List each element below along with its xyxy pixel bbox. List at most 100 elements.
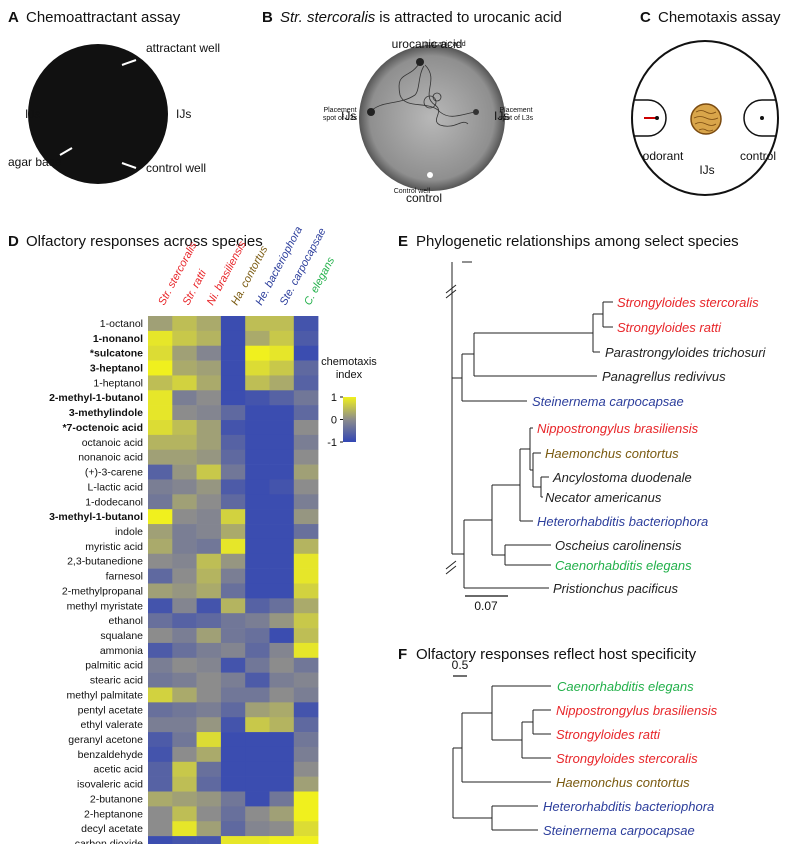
- heatmap-cell: [196, 598, 222, 614]
- heatmap-cell: [269, 360, 295, 376]
- heatmap-cell: [172, 509, 197, 525]
- heatmap-cell: [293, 420, 319, 436]
- photo-label: IJs: [494, 109, 509, 123]
- heatmap-cell: [148, 330, 173, 347]
- control-dot: [760, 116, 764, 120]
- heatmap-cell: [245, 642, 270, 659]
- heatmap-cell: [172, 390, 197, 406]
- heatmap-cell: [293, 330, 319, 347]
- heatmap-cell: [220, 806, 246, 822]
- heatmap-cell: [148, 583, 173, 599]
- heatmap-cell: [245, 583, 270, 599]
- heatmap-cell: [196, 434, 222, 451]
- panel-letter: D: [8, 233, 19, 250]
- heatmap-cell: [196, 390, 222, 406]
- colorbar-tick-label: -1: [327, 437, 337, 449]
- panel-letter: B: [262, 9, 273, 26]
- ijs-texture: [693, 110, 719, 132]
- heatmap-cell: [269, 524, 295, 540]
- heatmap-cell: [196, 657, 222, 673]
- heatmap-cell: [172, 568, 197, 584]
- heatmap-cell: [148, 568, 173, 584]
- heatmap-cell: [245, 553, 270, 569]
- heatmap-cell: [220, 821, 246, 837]
- tree-branch: [521, 721, 551, 759]
- heatmap-cell: [245, 613, 270, 629]
- assay-label: odorant: [643, 149, 684, 163]
- heatmap-cell: [148, 449, 173, 465]
- tree-branch: [452, 519, 549, 589]
- heatmap-cell: [293, 464, 319, 480]
- heatmap-cell: [196, 717, 222, 733]
- row-label: acetic acid: [93, 764, 143, 776]
- row-label: pentyl acetate: [78, 704, 144, 716]
- row-label: 1-octanol: [100, 318, 143, 330]
- row-label: 2-methyl-1-butanol: [49, 392, 143, 404]
- species-label: Nippostrongylus brasiliensis: [537, 421, 699, 436]
- heatmap-cell: [220, 420, 246, 436]
- heatmap-cell: [293, 390, 319, 406]
- heatmap-cell: [196, 613, 222, 629]
- heatmap-cell: [245, 509, 270, 525]
- heatmap-cell: [148, 836, 173, 849]
- heatmap-cell: [269, 776, 295, 792]
- row-label: 2,3-butanedione: [67, 556, 143, 568]
- heatmap-cell: [269, 345, 295, 361]
- heatmap-cell: [196, 761, 222, 777]
- heatmap-cell: [269, 479, 295, 495]
- heatmap-cell: [269, 717, 295, 733]
- heatmap-cell: [196, 420, 222, 436]
- heatmap-cell: [172, 524, 197, 540]
- heatmap-cell: [293, 791, 319, 807]
- heatmap-cell: [293, 538, 319, 555]
- heatmap-cell: [269, 375, 295, 391]
- heatmap-cell: [245, 538, 270, 555]
- tree-branch: [452, 747, 492, 819]
- row-label: methyl myristate: [67, 600, 144, 612]
- heatmap-cell: [269, 613, 295, 629]
- assay-label: control: [740, 149, 776, 163]
- colorbar-title-line: chemotaxis: [321, 356, 377, 368]
- heatmap-cell: [245, 316, 270, 332]
- heatmap-cell: [293, 657, 319, 673]
- heatmap-cell: [148, 553, 173, 569]
- heatmap-cell: [220, 330, 246, 347]
- heatmap-cell: [293, 628, 319, 644]
- heatmap-cell: [172, 732, 197, 748]
- heatmap-cell: [196, 538, 222, 555]
- heatmap-cell: [172, 702, 197, 718]
- heatmap-cell: [148, 806, 173, 822]
- heatmap-cell: [148, 657, 173, 673]
- species-label: Strongyloides stercoralis: [556, 751, 698, 766]
- heatmap-cell: [269, 672, 295, 688]
- heatmap-cell: [196, 568, 222, 584]
- species-label: Steinernema carpocapsae: [543, 823, 695, 838]
- heatmap-cell: [172, 806, 197, 822]
- row-label: 1-dodecanol: [85, 496, 143, 508]
- heatmap-cell: [196, 776, 222, 792]
- heatmap-cell: [269, 791, 295, 807]
- annotation-line: urocanic acid: [424, 41, 465, 48]
- heatmap-cell: [293, 375, 319, 391]
- heatmap-cell: [245, 464, 270, 480]
- row-label: 2-butanone: [90, 793, 143, 805]
- heatmap-cell: [172, 316, 197, 332]
- species-label: Panagrellus redivivus: [602, 369, 726, 384]
- species-label: Necator americanus: [545, 490, 662, 505]
- heatmap-cell: [269, 836, 295, 849]
- heatmap-cell: [269, 509, 295, 525]
- heatmap-cell: [220, 836, 246, 849]
- heatmap-cell: [220, 479, 246, 495]
- heatmap-cell: [293, 449, 319, 465]
- heatmap-cell: [220, 568, 246, 584]
- heatmap-cell: [269, 494, 295, 510]
- well-marks: [59, 59, 137, 169]
- row-label: decyl acetate: [81, 823, 143, 835]
- heatmap-cell: [196, 628, 222, 644]
- species-label: Parastrongyloides trichosuri: [605, 345, 767, 360]
- panel-title: Phylogenetic relationships among select …: [416, 233, 739, 250]
- agar-plate: [28, 44, 168, 184]
- heatmap-cell: [269, 687, 295, 703]
- heatmap-cell: [269, 642, 295, 659]
- heatmap-cell: [148, 717, 173, 733]
